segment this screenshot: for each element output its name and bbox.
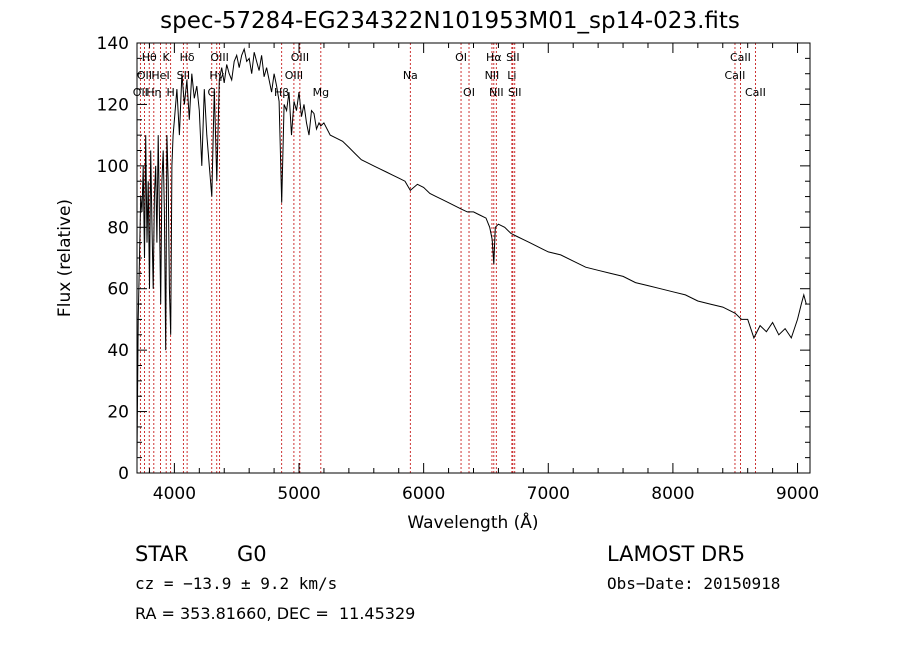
line-marker-labels: OIIOIIHθHηHeIKHSIIHδGHγOIIIHβOIIIOIIIMgN… — [133, 51, 766, 99]
line-marker-label: Hβ — [274, 86, 289, 99]
x-axis-label: Wavelength (Å) — [407, 511, 538, 533]
line-marker-label: SII — [506, 51, 519, 64]
coordinates: RA = 353.81660, DEC = 11.45329 — [135, 604, 416, 623]
object-subclass: G0 — [237, 542, 267, 566]
line-marker-label: OI — [463, 86, 475, 99]
line-marker-label: OIII — [291, 51, 309, 64]
line-marker-label: Mg — [313, 86, 329, 99]
y-axis-ticks: 0 20 40 60 80 100 120 140 — [97, 34, 810, 484]
y-axis-label: Flux (relative) — [55, 199, 75, 317]
x-axis-ticks: 4000 5000 6000 7000 8000 9000 — [148, 43, 819, 504]
y-tick-label: 0 — [118, 464, 129, 484]
line-marker-label: G — [208, 86, 217, 99]
x-tick-label: 9000 — [776, 484, 819, 504]
line-marker-label: OIII — [285, 69, 303, 82]
line-marker-label: HeI — [151, 69, 169, 82]
x-tick-label: 5000 — [277, 484, 320, 504]
x-tick-label: 7000 — [527, 484, 570, 504]
line-marker-label: OII — [137, 69, 152, 82]
y-tick-label: 100 — [97, 157, 129, 177]
line-marker-label: Hδ — [180, 51, 195, 64]
line-marker-label: K — [163, 51, 171, 64]
line-marker-label: SII — [508, 86, 521, 99]
line-marker-label: CaII — [730, 51, 751, 64]
line-markers — [139, 43, 756, 473]
line-marker-label: OIII — [210, 51, 228, 64]
survey-name: LAMOST DR5 — [607, 542, 746, 566]
x-tick-label: 6000 — [402, 484, 445, 504]
line-marker-label: Hθ — [142, 51, 157, 64]
y-tick-label: 80 — [107, 218, 129, 238]
line-marker-label: OI — [455, 51, 467, 64]
y-tick-label: 120 — [97, 95, 129, 115]
redshift-velocity: cz = −13.9 ± 9.2 km/s — [135, 574, 338, 593]
line-marker-label: H — [167, 86, 175, 99]
line-marker-label: NII — [489, 86, 504, 99]
line-marker-label: NII — [485, 69, 500, 82]
line-marker-label: CaII — [745, 86, 766, 99]
line-marker-label: Li — [507, 69, 516, 82]
spectrum-line — [136, 47, 807, 458]
line-marker-label: SII — [177, 69, 190, 82]
plot-frame — [136, 42, 811, 474]
y-tick-label: 140 — [97, 34, 129, 54]
y-tick-label: 60 — [107, 280, 129, 300]
x-tick-label: 8000 — [651, 484, 694, 504]
y-tick-label: 20 — [107, 403, 129, 423]
line-marker-label: Na — [403, 69, 418, 82]
line-marker-label: Hη — [146, 86, 161, 99]
line-marker-label: Hα — [486, 51, 502, 64]
y-tick-label: 40 — [107, 341, 129, 361]
line-marker-label: CaII — [725, 69, 746, 82]
x-tick-label: 4000 — [153, 484, 196, 504]
observation-date: Obs−Date: 20150918 — [607, 574, 781, 593]
chart-title: spec-57284-EG234322N101953M01_sp14-023.f… — [160, 8, 740, 34]
object-class: STAR — [135, 542, 189, 566]
